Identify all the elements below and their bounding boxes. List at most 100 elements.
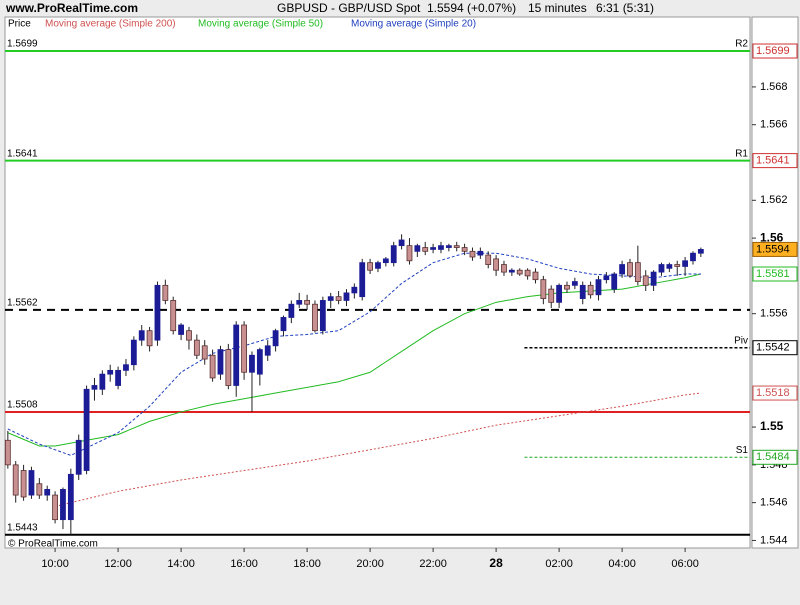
candle-body <box>556 284 563 303</box>
candle-body <box>414 245 421 252</box>
candle-body <box>319 300 326 332</box>
title: GBPUSD - GBP/USD Spot <box>277 1 421 15</box>
candle-body <box>83 388 90 471</box>
candle-body <box>493 258 500 271</box>
candle-body <box>508 269 515 273</box>
candle-body <box>674 264 681 267</box>
candle-body <box>335 296 342 301</box>
level-box <box>752 340 798 356</box>
candle-body <box>99 373 106 390</box>
candle-body <box>146 330 153 347</box>
legend-entry: Moving average (Simple 200) <box>45 19 176 30</box>
candle-body <box>186 330 192 341</box>
y-tick-label: 1.556 <box>760 308 788 320</box>
candle-body <box>256 349 263 375</box>
candle-body <box>115 369 121 386</box>
candle-body <box>12 464 19 496</box>
candle-body <box>75 439 82 475</box>
candle-body <box>477 250 484 256</box>
level-box <box>752 43 798 59</box>
candle-body <box>650 271 657 286</box>
candle-body <box>658 264 665 273</box>
x-tick-label: 12:00 <box>104 558 132 570</box>
last-price: 1.5594 (+0.07%) <box>427 1 516 15</box>
candle-body <box>430 247 436 250</box>
level-name: R1 <box>735 148 748 159</box>
candle-body <box>390 245 397 264</box>
level-label: 1.5641 <box>7 148 38 159</box>
candle-body <box>91 385 98 390</box>
candle-body <box>587 284 594 296</box>
candle-body <box>209 354 216 379</box>
candle-body <box>524 269 531 277</box>
candle-body <box>327 296 334 301</box>
candle-body <box>461 247 468 252</box>
candle-body <box>162 284 169 301</box>
legend-entry: Moving average (Simple 50) <box>198 19 323 30</box>
candle-body <box>272 330 279 347</box>
candle-body <box>312 303 318 332</box>
candle-body <box>52 494 58 521</box>
pane-label: Price <box>8 19 31 30</box>
y-tick-label: 1.562 <box>760 194 788 206</box>
candle-body <box>107 369 114 375</box>
candle-body <box>697 249 704 254</box>
y-tick-label: 1.55 <box>760 419 784 433</box>
plot-area <box>4 16 751 549</box>
level-name: S1 <box>736 445 749 456</box>
level-box-label: 1.5542 <box>756 342 790 354</box>
candle-body <box>264 345 271 356</box>
candle-body <box>666 264 673 269</box>
candle-body <box>351 286 358 294</box>
candle-body <box>28 470 35 496</box>
x-tick-label: 14:00 <box>167 558 195 570</box>
y-tick-label: 1.544 <box>760 534 788 546</box>
candle-body <box>233 324 240 386</box>
x-tick-label: 22:00 <box>419 558 447 570</box>
candle-body <box>225 349 232 386</box>
candle-body <box>469 250 476 258</box>
candle-body <box>422 247 429 252</box>
candle-body <box>445 245 452 248</box>
level-label: 1.5699 <box>7 39 38 50</box>
candle-body <box>382 258 389 264</box>
x-tick-label: 18:00 <box>293 558 321 570</box>
candle-body <box>130 339 137 366</box>
candle-body <box>595 279 602 296</box>
candle-body <box>690 252 696 262</box>
candle-body <box>398 239 405 247</box>
candle-body <box>516 269 523 275</box>
candle-body <box>501 264 507 273</box>
level-box-label: 1.5641 <box>756 155 790 167</box>
candle-body <box>304 300 310 305</box>
level-box <box>752 153 798 169</box>
candle-body <box>4 439 11 466</box>
candle-body <box>359 262 366 298</box>
copyright: © ProRealTime.com <box>8 539 98 550</box>
candle-body <box>619 264 626 275</box>
candle-body <box>579 284 586 299</box>
candle-body <box>44 489 51 496</box>
candle-body <box>217 349 224 375</box>
level-name: R2 <box>735 39 748 50</box>
y-tick-label: 1.568 <box>760 81 788 93</box>
x-tick-label: 28 <box>489 556 503 570</box>
candle-body <box>540 279 547 299</box>
interval: 15 minutes <box>528 1 587 15</box>
candle-body <box>36 483 43 496</box>
candle-body <box>634 262 641 282</box>
candle-body <box>564 284 570 290</box>
level-name: Piv <box>734 335 748 346</box>
candle-body <box>571 281 578 286</box>
candle-body <box>138 330 145 341</box>
ma-box <box>752 266 798 282</box>
level-box <box>752 449 798 465</box>
candle-body <box>438 245 444 250</box>
x-tick-label: 20:00 <box>356 558 384 570</box>
last-price-box-label: 1.5594 <box>756 243 790 255</box>
ma-box-label: 1.5581 <box>756 268 790 280</box>
x-tick-label: 06:00 <box>671 558 699 570</box>
legend-entry: Moving average (Simple 20) <box>351 19 476 30</box>
candle-body <box>603 275 610 281</box>
